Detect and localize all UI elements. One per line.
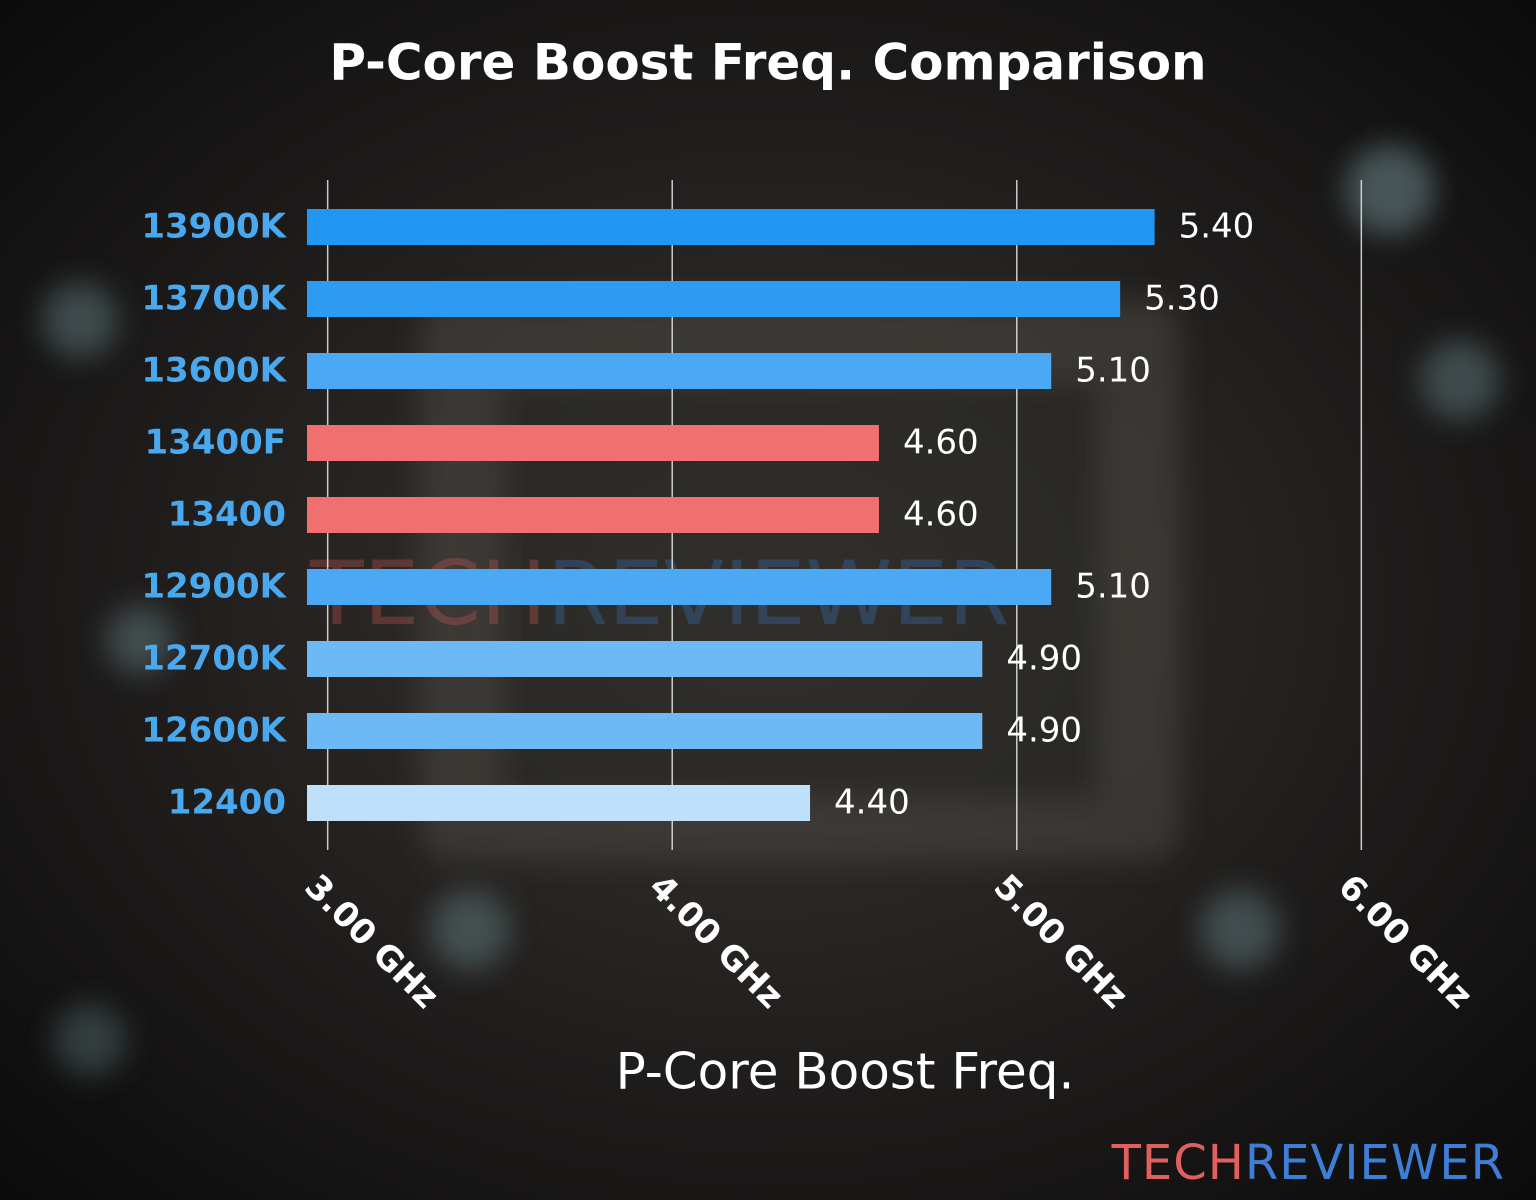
logo-left: TECH (1111, 1135, 1245, 1191)
logo: TECHREVIEWER (1111, 1135, 1505, 1191)
value-label: 4.40 (834, 783, 910, 823)
y-tick-label: 13400 (168, 495, 286, 535)
value-label: 5.40 (1179, 207, 1255, 247)
y-tick-label: 12700K (141, 639, 287, 679)
x-axis-label: P-Core Boost Freq. (616, 1043, 1075, 1101)
value-label: 5.30 (1144, 279, 1220, 319)
bar (307, 713, 983, 749)
bar (307, 569, 1052, 605)
value-label: 5.10 (1075, 567, 1151, 607)
value-label: 4.60 (903, 495, 979, 535)
bar (307, 497, 879, 533)
value-label: 4.90 (1006, 639, 1082, 679)
bar (307, 209, 1155, 245)
value-label: 4.60 (903, 423, 979, 463)
y-tick-label: 12400 (168, 783, 286, 823)
bar (307, 641, 983, 677)
chart-title: P-Core Boost Freq. Comparison (329, 34, 1206, 92)
logo-right: REVIEWER (1245, 1135, 1505, 1191)
y-tick-label: 12900K (141, 567, 287, 607)
y-tick-label: 13600K (141, 351, 287, 391)
y-tick-label: 13900K (141, 207, 287, 247)
bar (307, 785, 811, 821)
y-tick-label: 12600K (141, 711, 287, 751)
value-label: 4.90 (1006, 711, 1082, 751)
bar (307, 353, 1052, 389)
y-tick-label: 13700K (141, 279, 287, 319)
y-tick-label: 13400F (144, 423, 286, 463)
bar (307, 281, 1121, 317)
value-label: 5.10 (1075, 351, 1151, 391)
bar (307, 425, 879, 461)
